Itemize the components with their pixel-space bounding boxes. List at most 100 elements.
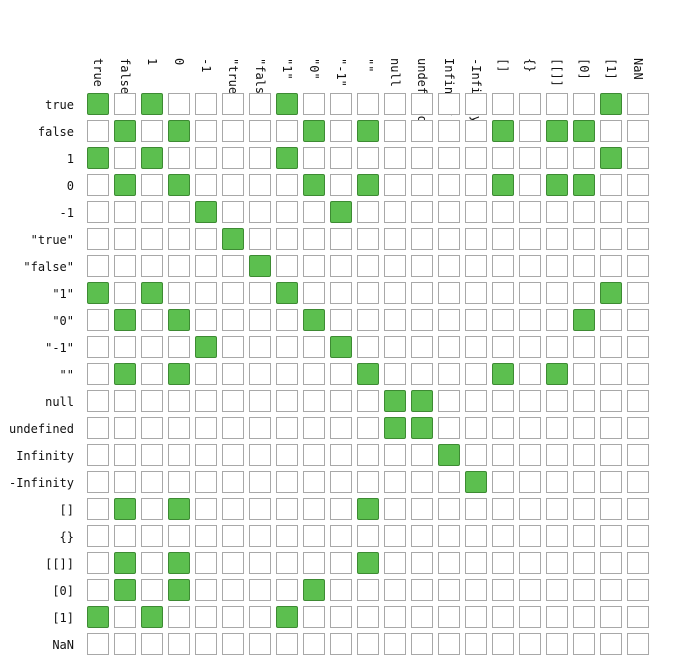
- column-label: "-1": [334, 58, 348, 87]
- not-equal-cell: [627, 471, 649, 493]
- not-equal-cell: [141, 336, 163, 358]
- equal-cell: [87, 147, 109, 169]
- not-equal-cell: [438, 93, 460, 115]
- not-equal-cell: [465, 228, 487, 250]
- not-equal-cell: [384, 444, 406, 466]
- not-equal-cell: [168, 633, 190, 655]
- not-equal-cell: [600, 255, 622, 277]
- not-equal-cell: [438, 255, 460, 277]
- not-equal-cell: [87, 174, 109, 196]
- equal-cell: [546, 363, 568, 385]
- not-equal-cell: [438, 390, 460, 412]
- not-equal-cell: [276, 201, 298, 223]
- not-equal-cell: [573, 444, 595, 466]
- not-equal-cell: [573, 498, 595, 520]
- not-equal-cell: [465, 390, 487, 412]
- not-equal-cell: [492, 579, 514, 601]
- not-equal-cell: [276, 471, 298, 493]
- not-equal-cell: [600, 201, 622, 223]
- equal-cell: [114, 120, 136, 142]
- not-equal-cell: [222, 471, 244, 493]
- not-equal-cell: [222, 444, 244, 466]
- equal-cell: [303, 579, 325, 601]
- not-equal-cell: [492, 444, 514, 466]
- not-equal-cell: [330, 363, 352, 385]
- equal-cell: [168, 120, 190, 142]
- not-equal-cell: [384, 363, 406, 385]
- not-equal-cell: [492, 255, 514, 277]
- not-equal-cell: [357, 417, 379, 439]
- not-equal-cell: [249, 93, 271, 115]
- equal-cell: [276, 606, 298, 628]
- equal-cell: [465, 471, 487, 493]
- equal-cell: [222, 228, 244, 250]
- not-equal-cell: [249, 525, 271, 547]
- not-equal-cell: [546, 336, 568, 358]
- not-equal-cell: [87, 363, 109, 385]
- not-equal-cell: [222, 120, 244, 142]
- not-equal-cell: [141, 525, 163, 547]
- not-equal-cell: [141, 120, 163, 142]
- not-equal-cell: [330, 633, 352, 655]
- not-equal-cell: [546, 579, 568, 601]
- equal-cell: [573, 174, 595, 196]
- not-equal-cell: [330, 444, 352, 466]
- not-equal-cell: [249, 552, 271, 574]
- not-equal-cell: [141, 363, 163, 385]
- equal-cell: [195, 336, 217, 358]
- not-equal-cell: [357, 93, 379, 115]
- not-equal-cell: [519, 228, 541, 250]
- not-equal-cell: [141, 228, 163, 250]
- not-equal-cell: [276, 120, 298, 142]
- column-label: 0: [172, 58, 186, 66]
- not-equal-cell: [600, 336, 622, 358]
- not-equal-cell: [411, 201, 433, 223]
- column-label: true: [91, 58, 105, 87]
- equal-cell: [168, 363, 190, 385]
- not-equal-cell: [141, 201, 163, 223]
- not-equal-cell: [303, 228, 325, 250]
- not-equal-cell: [465, 255, 487, 277]
- not-equal-cell: [438, 282, 460, 304]
- not-equal-cell: [195, 93, 217, 115]
- equal-cell: [114, 309, 136, 331]
- column-label: "1": [280, 58, 294, 80]
- not-equal-cell: [330, 579, 352, 601]
- not-equal-cell: [303, 390, 325, 412]
- equal-cell: [249, 255, 271, 277]
- not-equal-cell: [168, 471, 190, 493]
- not-equal-cell: [492, 282, 514, 304]
- equal-cell: [168, 552, 190, 574]
- not-equal-cell: [87, 120, 109, 142]
- not-equal-cell: [627, 309, 649, 331]
- column-label: {}: [523, 58, 537, 73]
- not-equal-cell: [303, 498, 325, 520]
- not-equal-cell: [492, 498, 514, 520]
- not-equal-cell: [384, 282, 406, 304]
- not-equal-cell: [303, 201, 325, 223]
- row-label: -Infinity: [8, 476, 74, 490]
- not-equal-cell: [168, 201, 190, 223]
- not-equal-cell: [465, 633, 487, 655]
- equal-cell: [357, 120, 379, 142]
- equal-cell: [195, 201, 217, 223]
- not-equal-cell: [492, 309, 514, 331]
- not-equal-cell: [573, 471, 595, 493]
- not-equal-cell: [276, 633, 298, 655]
- equal-cell: [546, 120, 568, 142]
- not-equal-cell: [357, 579, 379, 601]
- not-equal-cell: [168, 336, 190, 358]
- not-equal-cell: [330, 498, 352, 520]
- not-equal-cell: [492, 552, 514, 574]
- not-equal-cell: [411, 606, 433, 628]
- not-equal-cell: [411, 336, 433, 358]
- not-equal-cell: [276, 390, 298, 412]
- not-equal-cell: [195, 390, 217, 412]
- equal-cell: [114, 498, 136, 520]
- not-equal-cell: [384, 552, 406, 574]
- not-equal-cell: [384, 201, 406, 223]
- not-equal-cell: [87, 255, 109, 277]
- not-equal-cell: [87, 201, 109, 223]
- column-label: false: [118, 58, 132, 95]
- not-equal-cell: [168, 93, 190, 115]
